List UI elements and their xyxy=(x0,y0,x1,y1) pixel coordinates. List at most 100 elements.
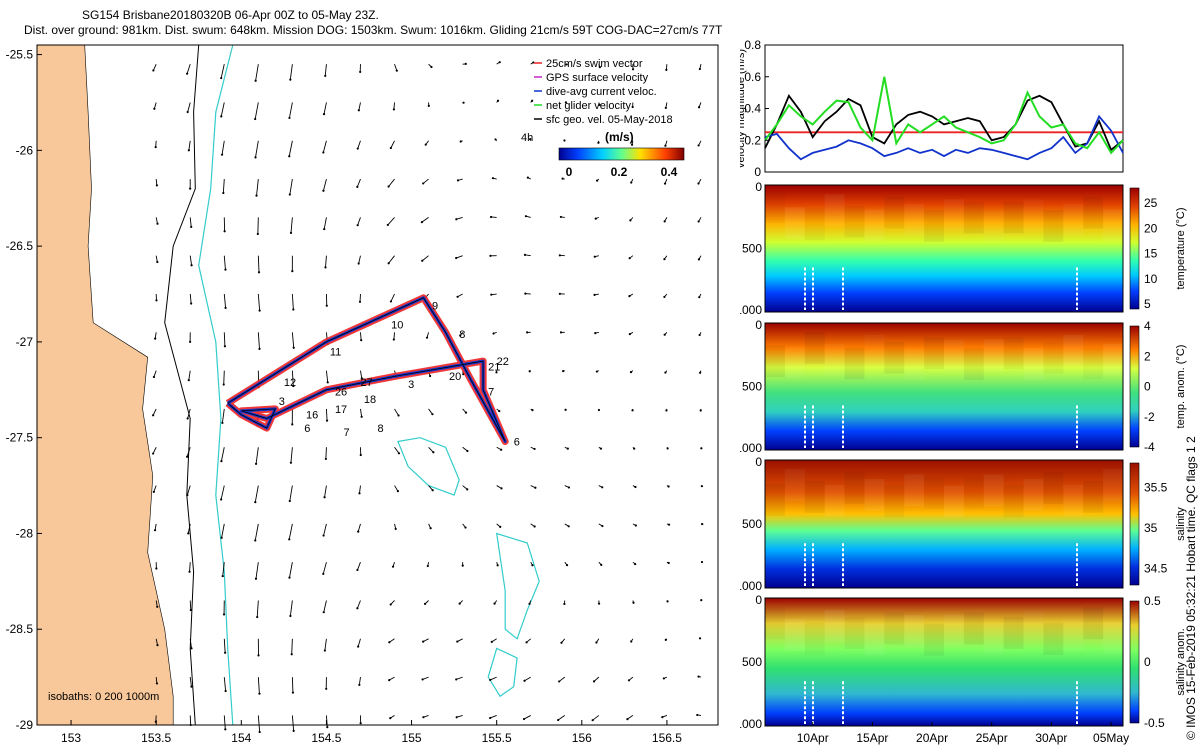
current-arrow-head xyxy=(190,647,193,650)
current-arrow-head xyxy=(461,564,464,567)
current-arrow-head xyxy=(666,447,669,450)
current-arrow-head xyxy=(292,308,295,311)
heatmap-texture xyxy=(1103,469,1123,502)
current-arrow-head xyxy=(499,525,502,529)
map-frame xyxy=(36,44,719,726)
current-arrow-head xyxy=(187,532,190,535)
current-arrow xyxy=(220,102,225,117)
velocity-axis-label: velocity magnitude (m/s) xyxy=(740,49,747,168)
current-arrow-head xyxy=(155,299,158,302)
colorbar-tick-label: 15 xyxy=(1144,247,1158,261)
current-arrow-head xyxy=(357,262,360,265)
track-day-label: 21 xyxy=(488,362,500,374)
current-arrow-head xyxy=(696,713,699,717)
map-ytick-label: -27.5 xyxy=(6,431,34,445)
heatmap-texture xyxy=(804,332,825,364)
current-arrow-head xyxy=(697,182,700,185)
current-arrow-head xyxy=(664,638,667,641)
heatmap-texture xyxy=(1043,471,1064,504)
current-arrow xyxy=(393,102,395,110)
colorbar-tick-label: 34.5 xyxy=(1144,562,1168,576)
current-arrow-head xyxy=(700,560,704,564)
current-arrow xyxy=(189,255,193,266)
heatmap-texture xyxy=(1003,616,1024,649)
current-arrow xyxy=(324,64,327,76)
current-arrow-head xyxy=(489,254,492,257)
current-arrow xyxy=(360,370,363,379)
colorbar-tick-label: 0 xyxy=(1144,380,1151,394)
plot-title-line-1: SG154 Brisbane20180320B 06-Apr 00Z to 05… xyxy=(82,8,379,22)
heatmap-texture xyxy=(904,348,924,380)
current-arrow xyxy=(357,523,361,532)
velocity-ytick-label: 0.2 xyxy=(744,133,761,147)
heatmap-texture xyxy=(1003,337,1024,370)
heatmap-texture xyxy=(844,205,865,238)
heatmap-ytick-label: 1000 xyxy=(740,579,762,593)
current-arrow xyxy=(153,485,157,493)
current-arrow-head xyxy=(558,254,561,257)
colorbar-label: salinity xyxy=(1175,507,1187,541)
current-arrow xyxy=(388,178,395,187)
current-arrow xyxy=(289,179,293,195)
track-day-label: 7 xyxy=(488,387,494,399)
current-arrow-head xyxy=(697,675,700,678)
track-day-label: 18 xyxy=(364,394,376,406)
colorbar-label: salinity anom. xyxy=(1175,628,1187,695)
current-arrow-head xyxy=(489,716,492,720)
current-arrow-head xyxy=(663,182,667,185)
current-arrow-head xyxy=(387,185,390,188)
current-arrow-head xyxy=(698,333,701,337)
current-arrow-head xyxy=(324,74,327,77)
current-arrow xyxy=(289,562,293,578)
current-arrow xyxy=(289,102,293,118)
current-arrow-head xyxy=(386,223,389,227)
current-arrow-head xyxy=(154,145,157,149)
heatmap-texture xyxy=(844,617,865,650)
current-arrow-head xyxy=(700,599,703,602)
current-arrow-head xyxy=(455,218,458,221)
current-arrow xyxy=(289,485,293,502)
current-arrow-head xyxy=(254,117,257,121)
current-arrow-head xyxy=(594,332,597,335)
current-arrow xyxy=(220,485,225,500)
current-arrow-head xyxy=(428,374,432,378)
track-day-label: 8 xyxy=(459,329,465,341)
current-arrow-head xyxy=(187,379,190,382)
current-arrow xyxy=(221,523,225,538)
current-arrow-head xyxy=(389,603,392,606)
velocity-ytick-label: 0 xyxy=(754,165,761,179)
current-arrow xyxy=(223,638,226,653)
colorbar-unit: (m/s) xyxy=(605,130,634,144)
heatmap-texture xyxy=(1043,622,1064,655)
track-day-label: 3 xyxy=(279,396,285,408)
map-ytick-label: -28.5 xyxy=(6,622,34,636)
current-arrow-head xyxy=(424,143,427,146)
current-arrow-head xyxy=(632,601,635,604)
current-arrow xyxy=(358,255,361,264)
current-arrow-head xyxy=(257,654,260,657)
current-arrow-head xyxy=(663,220,666,223)
current-arrow-head xyxy=(699,409,702,412)
current-arrow-head xyxy=(558,292,561,295)
current-arrow-head xyxy=(532,61,535,64)
current-arrow-head xyxy=(429,527,432,530)
current-arrow-head xyxy=(188,570,191,573)
current-arrow xyxy=(187,102,191,113)
current-arrow-head xyxy=(254,79,257,82)
current-arrow xyxy=(325,447,327,459)
current-arrow-head xyxy=(565,63,568,66)
current-arrow-head xyxy=(595,641,598,644)
current-arrow-head xyxy=(458,602,461,605)
current-arrow-head xyxy=(456,179,460,182)
heatmap-texture xyxy=(784,207,805,240)
current-arrow-head xyxy=(324,457,327,461)
heatmap-texture xyxy=(864,623,885,656)
isobath-contour-1 xyxy=(495,532,540,640)
heatmap-texture xyxy=(924,477,944,509)
current-arrow-head xyxy=(291,691,295,694)
current-arrow-head xyxy=(667,561,670,565)
track-day-label: 11 xyxy=(330,346,341,358)
current-arrow-head xyxy=(190,685,193,688)
current-arrow xyxy=(288,523,293,540)
